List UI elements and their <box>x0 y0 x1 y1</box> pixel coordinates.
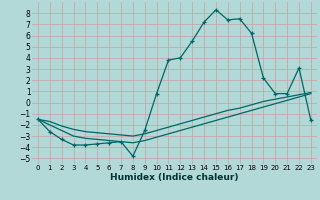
X-axis label: Humidex (Indice chaleur): Humidex (Indice chaleur) <box>110 173 239 182</box>
